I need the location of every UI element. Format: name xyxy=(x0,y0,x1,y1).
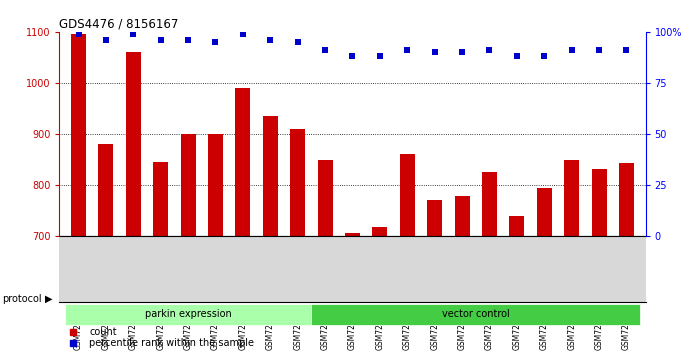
Point xyxy=(155,37,166,43)
Text: ▶: ▶ xyxy=(45,294,53,304)
Point xyxy=(265,37,276,43)
Bar xyxy=(372,227,387,236)
Point xyxy=(621,47,632,53)
Text: GDS4476 / 8156167: GDS4476 / 8156167 xyxy=(59,18,179,31)
Point xyxy=(237,31,248,37)
Text: vector control: vector control xyxy=(442,309,510,319)
Bar xyxy=(98,144,114,236)
Bar xyxy=(262,116,278,236)
Text: parkin expression: parkin expression xyxy=(144,309,232,319)
Point xyxy=(512,53,523,59)
Point xyxy=(429,50,440,55)
Point xyxy=(182,37,193,43)
Bar xyxy=(290,129,305,236)
Point xyxy=(292,39,303,45)
Bar xyxy=(235,88,251,236)
Text: count: count xyxy=(89,327,117,337)
Bar xyxy=(311,303,640,325)
Bar xyxy=(71,34,86,236)
Point xyxy=(210,39,221,45)
Bar xyxy=(65,303,311,325)
Bar xyxy=(482,172,497,236)
Point xyxy=(320,47,331,53)
Point xyxy=(374,53,385,59)
Point xyxy=(484,47,495,53)
Bar xyxy=(345,233,360,236)
Point xyxy=(566,47,577,53)
Bar xyxy=(318,160,333,236)
Bar xyxy=(400,154,415,236)
Point xyxy=(101,37,112,43)
Point xyxy=(347,53,358,59)
Bar xyxy=(427,200,443,236)
Bar xyxy=(619,163,634,236)
Bar xyxy=(537,188,552,236)
Point xyxy=(593,47,604,53)
Point xyxy=(539,53,550,59)
Bar xyxy=(153,162,168,236)
Bar xyxy=(510,216,524,236)
Point xyxy=(456,50,468,55)
Bar xyxy=(181,134,195,236)
Bar xyxy=(454,196,470,236)
Bar xyxy=(208,134,223,236)
Bar xyxy=(564,160,579,236)
Point xyxy=(402,47,413,53)
Text: protocol: protocol xyxy=(2,294,42,304)
Bar xyxy=(591,170,607,236)
Bar xyxy=(126,52,141,236)
Text: percentile rank within the sample: percentile rank within the sample xyxy=(89,338,255,348)
Point xyxy=(128,31,139,37)
Point xyxy=(73,31,84,37)
